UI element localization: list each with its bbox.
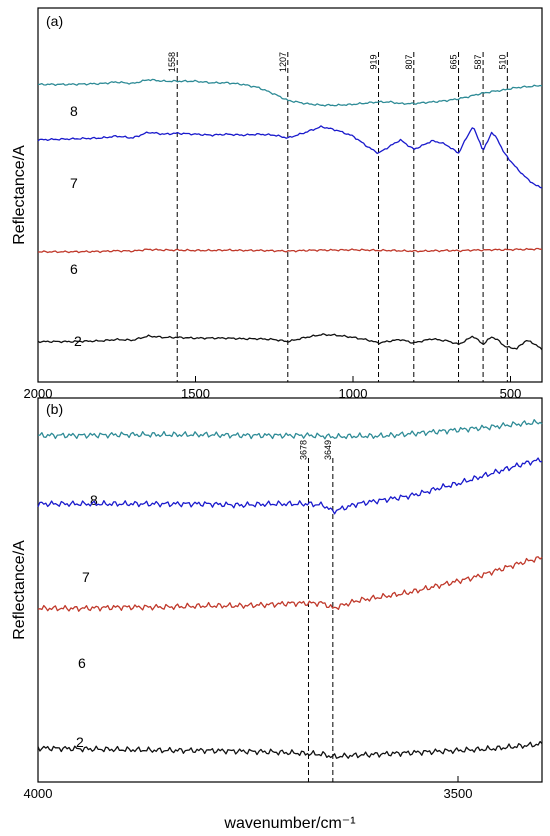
series-label-8: 8 (90, 492, 98, 508)
reference-label-510: 510 (497, 54, 507, 69)
panel-b-label: (b) (46, 401, 63, 417)
panel-a-series: 8 7 6 2 (37, 78, 543, 351)
series-label-7: 7 (82, 569, 90, 585)
panel-a-y-axis-label: Reflectance/A (11, 145, 28, 245)
x-tick-label-500: 500 (500, 386, 522, 401)
panel-b-series: 8 7 6 2 (37, 419, 543, 759)
x-tick-label-4000: 4000 (24, 786, 53, 801)
x-tick-label-1500: 1500 (181, 386, 210, 401)
panel-a-x-ticks: 2000 1500 1000 500 (24, 376, 522, 401)
reference-label-665: 665 (449, 54, 459, 69)
series-label-6: 6 (78, 655, 86, 671)
reference-label-1558: 1558 (167, 52, 177, 72)
x-axis-label: wavenumber/cm⁻¹ (223, 815, 355, 832)
x-tick-label-3500: 3500 (444, 786, 473, 801)
reference-label-587: 587 (473, 54, 483, 69)
panel-b-frame (37, 397, 543, 783)
series-line-6 (37, 247, 543, 254)
panel-b-reference-lines: 3678 3649 (298, 440, 334, 782)
reference-label-807: 807 (404, 54, 414, 69)
series-label-7: 7 (70, 175, 78, 191)
panel-b: (b) 3678 3649 8 7 6 2 4000 3500 (24, 397, 543, 801)
panel-b-x-ticks: 4000 3500 (24, 776, 473, 801)
series-line-2 (37, 740, 543, 759)
series-label-2: 2 (76, 734, 84, 750)
reference-label-1207: 1207 (278, 52, 288, 72)
series-label-6: 6 (70, 261, 78, 277)
series-line-2 (37, 333, 543, 351)
series-label-8: 8 (70, 103, 78, 119)
x-tick-label-1000: 1000 (339, 386, 368, 401)
series-line-8 (37, 419, 543, 440)
reference-label-919: 919 (369, 54, 379, 69)
series-line-8 (37, 78, 543, 107)
reference-label-3678: 3678 (298, 440, 308, 460)
panel-a-label: (a) (46, 13, 63, 29)
x-tick-label-2000: 2000 (24, 386, 53, 401)
panel-a-reference-lines: 1558 1207 919 807 665 587 510 (167, 52, 508, 382)
panel-a-frame (37, 7, 543, 383)
series-line-7 (37, 457, 543, 515)
series-label-2: 2 (74, 333, 82, 349)
panel-b-y-axis-label: Reflectance/A (11, 540, 28, 640)
reference-label-3649: 3649 (323, 440, 333, 460)
series-line-6 (37, 556, 543, 612)
series-line-7 (37, 125, 543, 189)
panel-a: (a) 1558 1207 919 807 665 587 510 8 7 6 2 2000 150… (24, 7, 543, 401)
